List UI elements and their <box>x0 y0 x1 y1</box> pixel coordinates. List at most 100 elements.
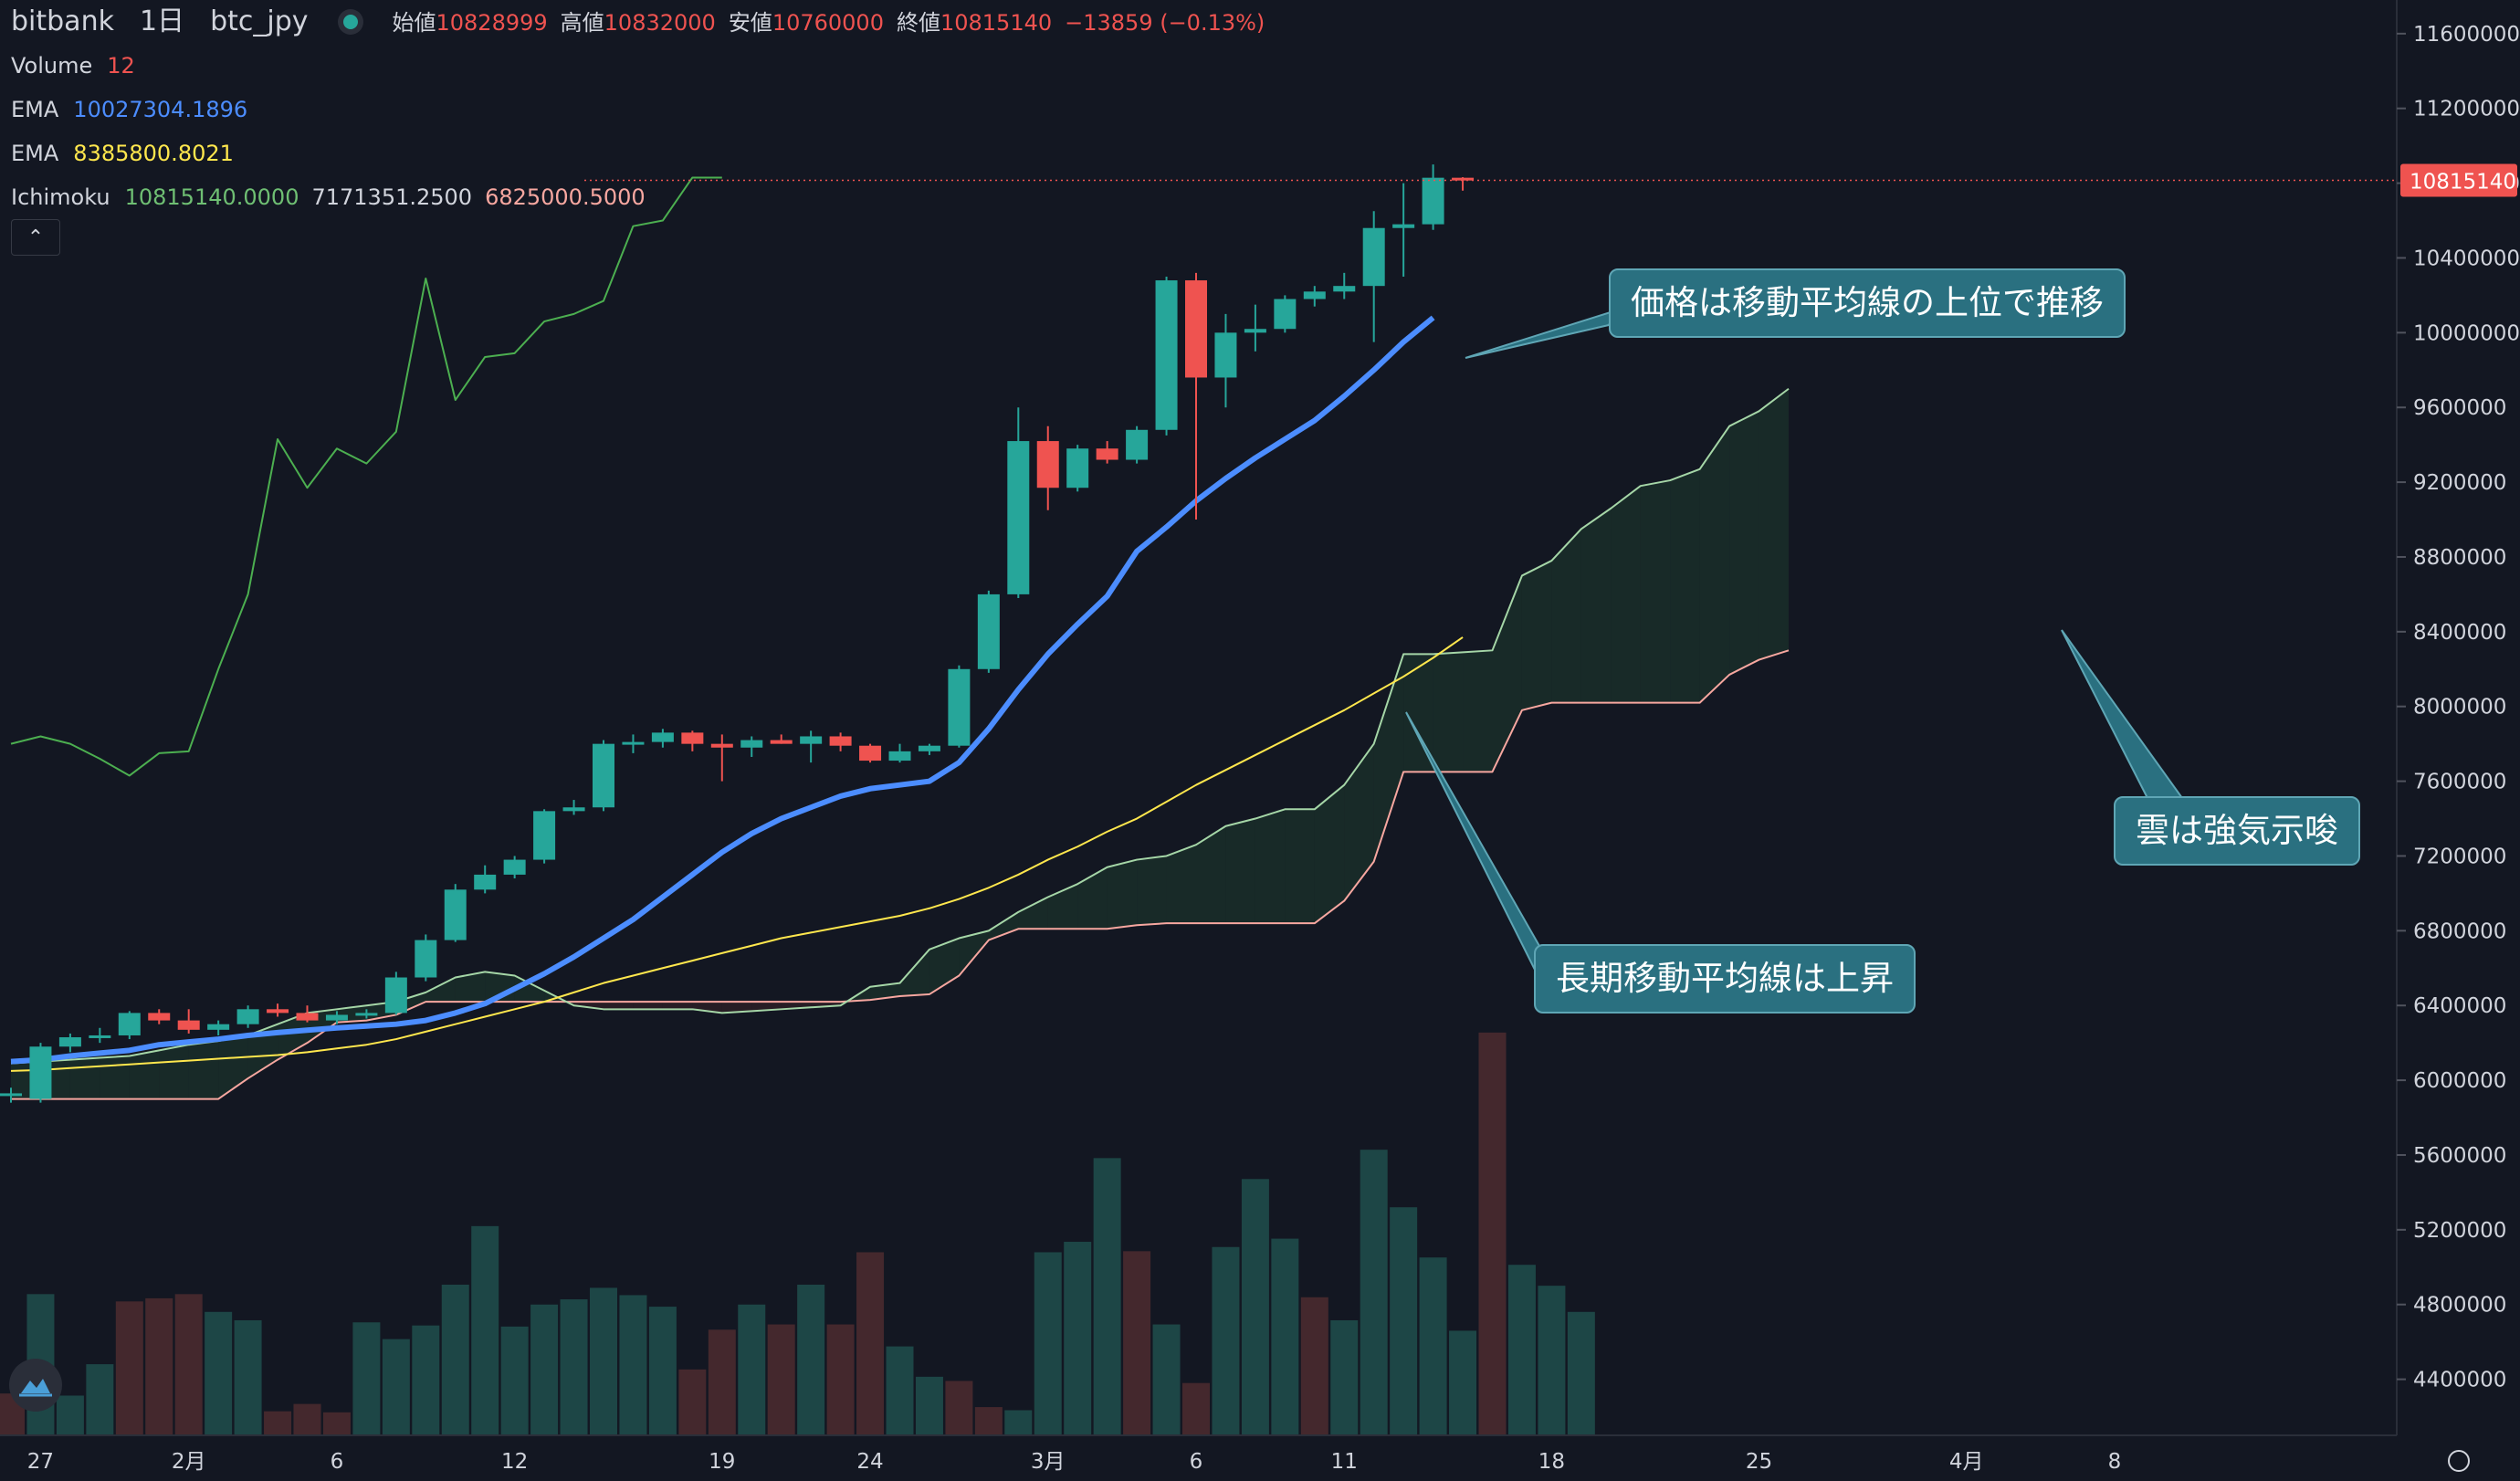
candle-body <box>710 743 733 748</box>
candle-body <box>1392 224 1415 228</box>
volume-bar <box>1064 1242 1092 1435</box>
cloud-segment <box>1611 486 1641 703</box>
price-tick-label: 11200000 <box>2413 98 2520 121</box>
symbol-pair[interactable]: btc_jpy <box>210 5 309 37</box>
cloud-segment <box>1521 561 1552 710</box>
collapse-legend-button[interactable]: ⌃ <box>11 219 60 256</box>
candle-body <box>740 740 763 748</box>
volume-bar <box>86 1364 114 1435</box>
cloud-segment <box>69 1057 100 1099</box>
market-status-icon <box>342 15 358 29</box>
volume-bar <box>974 1407 1003 1435</box>
price-axis-bg <box>2397 0 2520 1481</box>
time-tick-label: 2月 <box>172 1450 206 1474</box>
ichimoku-chikou-line <box>10 176 722 777</box>
volume-bar <box>738 1304 766 1435</box>
cloud-segment <box>1699 425 1730 703</box>
indicator-name: Volume <box>11 53 93 79</box>
volume-bar <box>915 1376 943 1435</box>
indicator-values: 10815140.0000 7171351.2500 6825000.5000 <box>125 179 658 215</box>
cloud-segment <box>751 1002 782 1012</box>
volume-bar <box>1004 1410 1033 1435</box>
candle-body <box>1185 280 1207 378</box>
symbol-interval[interactable]: 1日 <box>139 5 185 37</box>
volume-bar <box>856 1252 885 1435</box>
candle-body <box>533 811 556 860</box>
indicator-ema-slow[interactable]: EMA 8385800.8021 <box>11 131 1277 175</box>
price-tick-label: 6400000 <box>2413 994 2506 1018</box>
candle-body <box>267 1009 289 1014</box>
volume-bar <box>1241 1179 1269 1435</box>
indicator-value: 8385800.8021 <box>73 141 234 166</box>
price-tick-label: 9200000 <box>2413 471 2506 495</box>
candle-body <box>770 740 793 744</box>
volume-bar <box>500 1326 529 1435</box>
candle-body <box>1244 329 1266 333</box>
indicator-ichimoku[interactable]: Ichimoku 10815140.0000 7171351.2500 682500… <box>11 175 1277 219</box>
volume-bar <box>412 1325 440 1435</box>
cloud-segment <box>604 1002 634 1010</box>
time-tick-label: 27 <box>27 1450 54 1474</box>
price-tick-label: 11600000 <box>2413 23 2520 47</box>
indicator-ema-fast[interactable]: EMA 10027304.1896 <box>11 88 1277 131</box>
callout-long-ma-rising: 長期移動平均線は上昇 <box>1534 944 1916 1014</box>
volume-bar <box>471 1225 499 1435</box>
indicator-volume[interactable]: Volume 12 <box>11 44 1277 88</box>
ohlc-value: −13859 (−0.13%) <box>1065 9 1265 36</box>
price-tick-label: 4400000 <box>2413 1369 2506 1392</box>
time-tick-label: 12 <box>501 1450 528 1474</box>
candle-body <box>1214 332 1237 378</box>
indicator-value: 12 <box>107 53 135 79</box>
time-tick-label: 3月 <box>1031 1450 1066 1474</box>
legend: bitbank 1日 btc_jpy 始値10828999 高値10832000 安… <box>11 0 1277 219</box>
time-axis: 27 2月 6 12 19 24 3月 6 11 18 25 4月 8 <box>0 1434 2520 1481</box>
volume-bar <box>886 1346 914 1435</box>
candle-body <box>829 736 852 746</box>
cloud-segment <box>1047 884 1078 930</box>
time-tick-label: 24 <box>856 1450 883 1474</box>
cloud-segment <box>662 1002 693 1010</box>
callout-price-above-ma: 価格は移動平均線の上位で推移 <box>1609 268 2126 338</box>
time-tick-label: 6 <box>331 1450 344 1474</box>
tradingview-logo-icon[interactable] <box>9 1359 62 1412</box>
cloud-segment <box>1137 856 1167 926</box>
cloud-segment <box>1403 654 1433 772</box>
candle-body <box>415 940 437 978</box>
time-tick-label: 6 <box>1190 1450 1203 1474</box>
ema-fast-line <box>10 315 1435 1065</box>
ohlc-label: 始値 <box>392 9 436 36</box>
volume-bar <box>205 1311 233 1435</box>
candle-body <box>0 1093 22 1097</box>
symbol-row: bitbank 1日 btc_jpy 始値10828999 高値10832000 安… <box>11 0 1277 44</box>
price-tick-label: 6800000 <box>2413 919 2506 943</box>
volume-bar <box>145 1297 173 1435</box>
volume-bar <box>1449 1330 1477 1435</box>
indicator-value: 10027304.1896 <box>73 97 248 122</box>
cloud-segment <box>1729 411 1759 675</box>
price-tag-label: 10815140 <box>2410 170 2516 194</box>
indicator-values: 12 <box>107 47 148 84</box>
symbol-exchange: bitbank <box>11 5 114 37</box>
candle-body <box>800 736 823 744</box>
cloud-segment <box>1670 468 1700 703</box>
volume-bar <box>530 1304 559 1435</box>
volume-bar <box>293 1403 321 1435</box>
gear-icon <box>2448 1450 2470 1472</box>
cloud-segment <box>425 977 456 1003</box>
volume-bar <box>441 1285 469 1435</box>
volume-bar <box>1271 1238 1299 1435</box>
time-tick-label: 4月 <box>1949 1450 1984 1474</box>
cloud-segment <box>573 1002 604 1010</box>
ohlc-label: 終値 <box>896 9 940 36</box>
cloud-segment <box>1580 508 1612 703</box>
volume-bar <box>115 1301 143 1435</box>
ohlc-value: 10815140 <box>940 9 1053 36</box>
cloud-segment <box>1759 388 1789 660</box>
candle-body <box>1096 448 1118 460</box>
candle-body <box>474 874 497 890</box>
volume-bar <box>619 1295 647 1435</box>
time-tick-label: 18 <box>1538 1450 1565 1474</box>
candle-body <box>355 1013 378 1016</box>
chevron-up-icon: ⌃ <box>26 226 45 249</box>
